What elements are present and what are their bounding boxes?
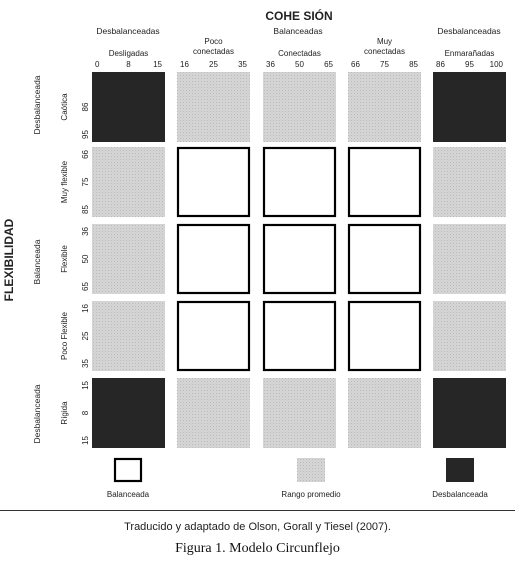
cohesion-level-label: Desligadas [109, 49, 149, 58]
flexibility-tick-label: 95 [81, 130, 90, 139]
y-group-label: Balanceada [32, 239, 42, 284]
cohesion-level-label: Poco [204, 37, 223, 46]
cell-average [177, 72, 250, 142]
flexibility-tick-label: 15 [81, 436, 90, 445]
figure-title: Figura 1. Modelo Circunflejo [175, 541, 340, 556]
flexibility-level-label: Rígida [60, 401, 69, 425]
legend-swatch-unbalanced [446, 458, 474, 482]
cell-average [348, 72, 421, 142]
cohesion-level-label: Muy [377, 37, 392, 46]
cohesion-level-label: conectadas [364, 47, 405, 56]
cell-unbalanced [433, 378, 506, 448]
cell-balanced [347, 146, 422, 218]
flexibility-tick-label: 16 [81, 303, 90, 312]
cohesion-tick-label: 100 [490, 60, 504, 69]
flexibility-tick-label: 65 [81, 282, 90, 291]
divider [0, 510, 515, 511]
flexibility-tick-label: 35 [81, 359, 90, 368]
cell-balanced [347, 223, 422, 295]
flexibility-level-label: Poco Flexible [60, 311, 69, 360]
cell-balanced [176, 300, 251, 372]
cohesion-tick-label: 0 [95, 60, 100, 69]
x-group-label: Desbalanceadas [96, 26, 159, 36]
x-axis-title: COHE SIÓN [265, 8, 332, 23]
cohesion-tick-label: 95 [465, 60, 474, 69]
cell-average [433, 224, 506, 294]
cohesion-level-label: Enmarañadas [445, 49, 495, 58]
cell-average [348, 378, 421, 448]
y-group-label: Desbalanceada [32, 384, 42, 443]
cell-balanced [176, 146, 251, 218]
cohesion-tick-label: 15 [153, 60, 162, 69]
cohesion-tick-label: 25 [209, 60, 218, 69]
cohesion-tick-label: 8 [126, 60, 131, 69]
cell-balanced [176, 223, 251, 295]
cell-balanced [262, 300, 337, 372]
flexibility-level-label: Muy flexible [60, 160, 69, 203]
cell-average [433, 147, 506, 217]
cell-average [92, 147, 165, 217]
y-axis-title: FLEXIBILIDAD [2, 218, 16, 301]
flexibility-headers: Caótica 86 95 Muy flexible 66 75 85 Flexible 36 5… [60, 93, 90, 445]
flexibility-level-label: Flexible [60, 245, 69, 273]
flexibility-tick-label: 66 [81, 149, 90, 158]
flexibility-tick-label: 86 [81, 102, 90, 111]
cell-average [263, 72, 336, 142]
cell-grid [92, 72, 506, 448]
flexibility-tick-label: 15 [81, 380, 90, 389]
legend-swatch-balanced [113, 457, 143, 483]
cell-average [263, 378, 336, 448]
cohesion-tick-label: 66 [351, 60, 360, 69]
x-group-label: Desbalanceadas [437, 26, 500, 36]
flexibility-tick-label: 85 [81, 205, 90, 214]
cohesion-tick-label: 65 [324, 60, 333, 69]
legend-label: Balanceada [107, 490, 150, 499]
cohesion-tick-label: 86 [436, 60, 445, 69]
cell-balanced [262, 146, 337, 218]
cohesion-tick-label: 75 [380, 60, 389, 69]
cohesion-level-label: Conectadas [278, 49, 321, 58]
legend-swatch-average [297, 458, 325, 482]
cell-average [92, 224, 165, 294]
source-note: Traducido y adaptado de Olson, Gorall y … [124, 521, 391, 533]
cell-balanced [347, 300, 422, 372]
flexibility-level-label: Caótica [60, 93, 69, 121]
legend-label: Desbalanceada [432, 490, 488, 499]
flexibility-tick-label: 75 [81, 177, 90, 186]
legend: Balanceada Rango promedio Desbalanceada [107, 457, 488, 499]
flexibility-tick-label: 25 [81, 331, 90, 340]
flexibility-tick-label: 8 [81, 410, 90, 415]
cohesion-tick-label: 36 [266, 60, 275, 69]
cell-unbalanced [433, 72, 506, 142]
flexibility-tick-label: 36 [81, 226, 90, 235]
cell-balanced [262, 223, 337, 295]
cell-unbalanced [92, 378, 165, 448]
cohesion-level-label: conectadas [193, 47, 234, 56]
cell-average [177, 378, 250, 448]
cell-unbalanced [92, 72, 165, 142]
x-group-label: Balanceadas [273, 26, 322, 36]
legend-label: Rango promedio [281, 490, 341, 499]
y-group-label: Desbalanceada [32, 75, 42, 134]
cell-average [92, 301, 165, 371]
cohesion-tick-label: 85 [409, 60, 418, 69]
cell-average [433, 301, 506, 371]
flexibility-tick-label: 50 [81, 254, 90, 263]
cohesion-tick-label: 35 [238, 60, 247, 69]
cohesion-tick-label: 16 [180, 60, 189, 69]
cohesion-tick-label: 50 [295, 60, 304, 69]
